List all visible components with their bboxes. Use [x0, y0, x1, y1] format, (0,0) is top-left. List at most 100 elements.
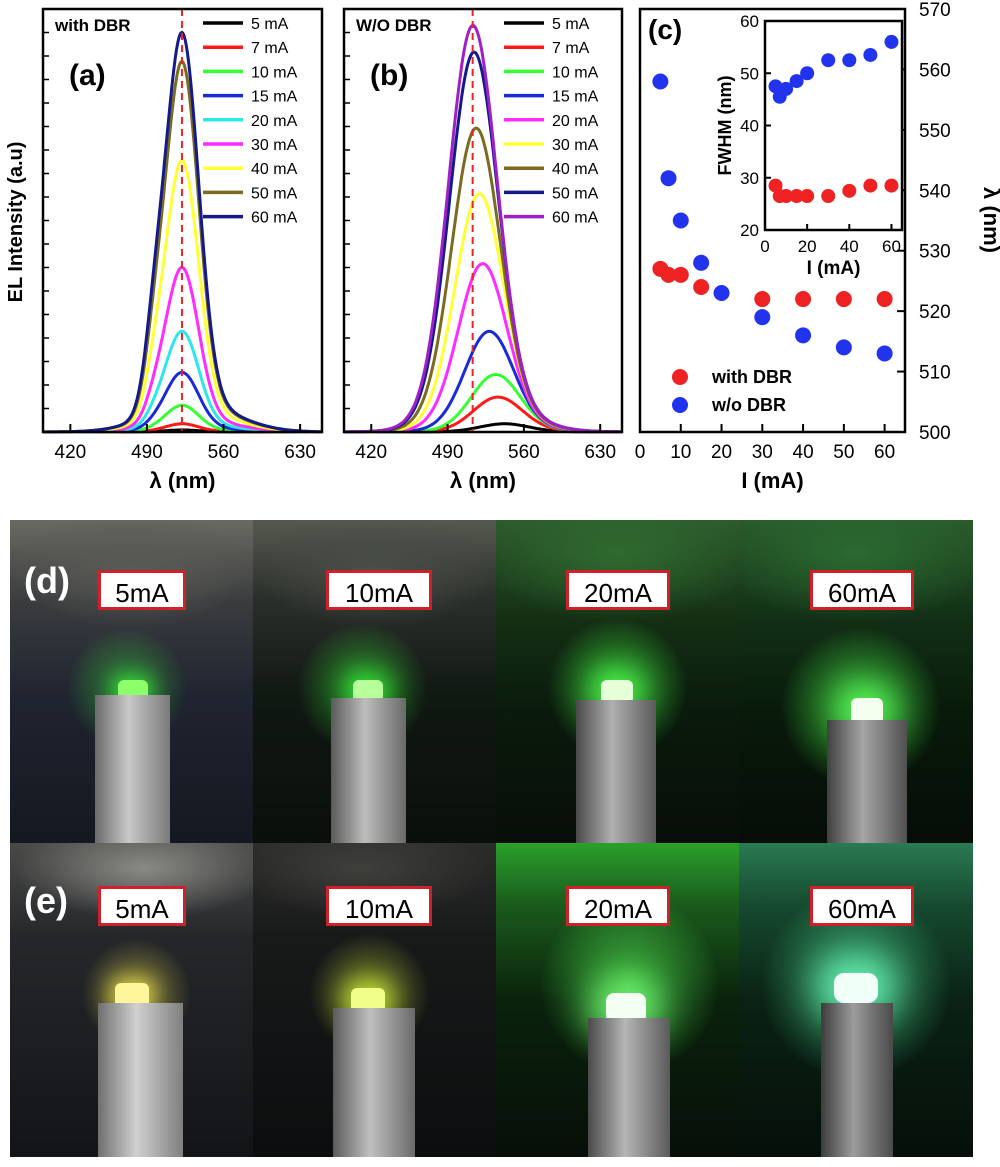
- xlabel-c: I (mA): [741, 468, 803, 493]
- photo-d-3: [496, 520, 739, 843]
- point-c-1-7: [835, 339, 852, 356]
- legend-label-b-2: 10 mA: [552, 64, 599, 81]
- xtick-label-c-6: 60: [874, 442, 895, 463]
- xtick-label-c-0: 0: [635, 442, 646, 463]
- legend-label-b-3: 15 mA: [552, 89, 599, 106]
- xlabel-a: λ (nm): [150, 468, 216, 493]
- ytick-label-c-6: 560: [919, 60, 951, 81]
- photo-d-3-mount: [576, 700, 656, 843]
- point-c-0-1: [660, 266, 677, 283]
- inset-point-0-8: [884, 34, 899, 49]
- inset-point-0-6: [842, 53, 857, 68]
- inset-ytick-label-2: 40: [740, 117, 759, 136]
- ytick-label-c-5: 550: [919, 121, 951, 142]
- inset-xtick-label-3: 60: [882, 237, 901, 256]
- inset-point-1-4: [800, 189, 815, 204]
- point-c-1-2: [672, 212, 689, 229]
- legend-marker-c-1: [672, 397, 688, 413]
- xtick-label-a-2: 560: [208, 442, 240, 463]
- inset-ylabel: FWHM (nm): [715, 76, 735, 176]
- photo-d-4-led: [851, 698, 883, 724]
- xtick-label-a-0: 420: [55, 442, 87, 463]
- charts-area: EL Intensity (a.u) 420 490 560 630 λ (nm) with…: [5, 0, 1000, 493]
- legend-label-a-8: 60 mA: [251, 210, 298, 227]
- xtick-label-c-4: 40: [793, 442, 814, 463]
- ytick-label-c-0: 500: [919, 423, 951, 444]
- legend-label-b-0: 5 mA: [552, 16, 590, 33]
- xtick-label-a-3: 630: [284, 442, 316, 463]
- xtick-label-b-2: 560: [508, 442, 540, 463]
- point-c-0-6: [835, 291, 852, 308]
- inset-ytick-label-1: 30: [740, 169, 759, 188]
- inset-ytick-label-4: 60: [740, 12, 759, 31]
- title-b: W/O DBR: [356, 16, 432, 35]
- ylabel-c: λ (nm): [979, 187, 1000, 253]
- legend-marker-c-0: [672, 369, 688, 385]
- photo-e-1-mount: [98, 1003, 183, 1157]
- inset-xtick-label-2: 40: [840, 237, 859, 256]
- photo-d-1-mount: [95, 695, 170, 843]
- legend-label-b-4: 20 mA: [552, 113, 599, 130]
- point-c-1-1: [660, 170, 677, 187]
- ytick-label-c-2: 520: [919, 302, 951, 323]
- inset-xtick-label-1: 20: [798, 237, 817, 256]
- current-chip-e-4: 60mA: [810, 886, 914, 926]
- legend-label-c-0: with DBR: [711, 367, 792, 387]
- legend-label-a-7: 50 mA: [251, 185, 298, 202]
- point-c-1-0: [652, 73, 669, 90]
- ytick-label-c-7: 570: [919, 0, 951, 21]
- point-c-0-7: [876, 291, 893, 308]
- inset-xtick-label-0: 0: [760, 237, 769, 256]
- photo-d-4-mount: [827, 720, 907, 843]
- xtick-label-c-1: 10: [670, 442, 691, 463]
- ytick-label-c-1: 510: [919, 363, 951, 384]
- xlabel-b: λ (nm): [450, 468, 516, 493]
- inset-point-1-7: [863, 178, 878, 193]
- ylabel-a: EL Intensity (a.u): [5, 142, 27, 303]
- xtick-label-a-1: 490: [131, 442, 163, 463]
- legend-label-b-5: 30 mA: [552, 137, 599, 154]
- legend-label-b-1: 7 mA: [552, 40, 590, 57]
- ytick-label-c-3: 530: [919, 242, 951, 263]
- point-c-0-5: [795, 291, 812, 308]
- photo-e-1: [10, 843, 253, 1157]
- photo-d-4: [739, 520, 973, 843]
- xtick-label-c-5: 50: [833, 442, 854, 463]
- point-c-1-3: [693, 254, 710, 271]
- inset-ytick-label-0: 20: [740, 221, 759, 240]
- inset-xlabel: I (mA): [807, 258, 861, 279]
- ytick-label-c-4: 540: [919, 181, 951, 202]
- inset-point-0-2: [779, 81, 794, 96]
- point-c-0-2: [672, 266, 689, 283]
- inset-point-1-2: [779, 189, 794, 204]
- plot-c-frame: [638, 7, 907, 434]
- inset-point-0-5: [821, 53, 836, 68]
- inset-point-1-6: [842, 183, 857, 198]
- xtick-label-b-3: 630: [584, 442, 616, 463]
- xtick-label-b-0: 420: [355, 442, 387, 463]
- inset-ytick-label-3: 50: [740, 64, 759, 83]
- current-chip-d-1: 5mA: [98, 570, 186, 610]
- legend-label-a-5: 30 mA: [251, 137, 298, 154]
- panel-label-b: (b): [370, 59, 408, 92]
- xtick-label-c-2: 20: [711, 442, 732, 463]
- inset-point-0-4: [800, 66, 815, 81]
- legend-label-b-7: 50 mA: [552, 185, 599, 202]
- spectrum-b-series-7: [344, 50, 622, 434]
- current-chip-d-3: 20mA: [566, 570, 670, 610]
- point-c-0-4: [754, 291, 771, 308]
- point-c-1-4: [713, 285, 730, 302]
- point-c-1-5: [754, 309, 771, 326]
- spectrum-a-series-8: [43, 30, 323, 434]
- current-chip-e-1: 5mA: [98, 886, 186, 926]
- current-chip-d-4: 60mA: [810, 570, 914, 610]
- current-chip-d-2: 10mA: [326, 570, 432, 610]
- inset-point-1-8: [884, 178, 899, 193]
- inset-point-0-7: [863, 47, 878, 62]
- inset-point-1-5: [821, 189, 836, 204]
- photo-d-2: [253, 520, 496, 843]
- photo-e-2-mount: [333, 1008, 415, 1157]
- inset-point-0-3: [789, 74, 804, 89]
- title-a: with DBR: [54, 16, 131, 35]
- panel-label-c: (c): [648, 14, 682, 45]
